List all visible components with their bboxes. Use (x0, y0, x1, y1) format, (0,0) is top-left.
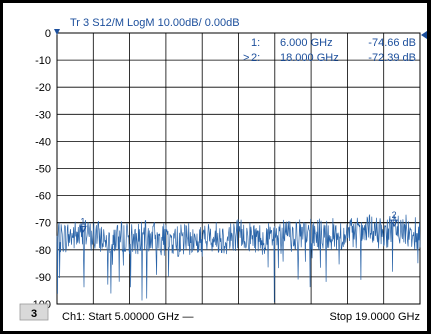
marker-frequency: 6.000 GHz (280, 37, 333, 49)
y-tick-label: -30 (35, 109, 51, 121)
y-tick-label: -70 (35, 218, 51, 230)
marker-id: 1: (251, 37, 260, 49)
marker-label: 1 (80, 216, 85, 226)
marker-active-indicator: > (243, 52, 249, 64)
marker-value: -72.39 dB (368, 52, 416, 64)
y-tick-label: -40 (35, 136, 51, 148)
marker-triangle-icon (79, 225, 87, 234)
stop-frequency: Stop 19.0000 GHz (329, 311, 420, 323)
marker-label: 2 (392, 210, 397, 220)
reference-arrow-icon (54, 29, 60, 35)
trace-line (56, 213, 421, 303)
y-tick-label: -20 (35, 82, 51, 94)
marker-frequency: 18.000 GHz (280, 52, 339, 64)
y-tick-label: 0 (45, 28, 51, 40)
marker-value: -74.66 dB (368, 37, 416, 49)
channel-number-box (19, 303, 49, 321)
channel-number: 3 (31, 308, 37, 320)
start-frequency: Ch1: Start 5.00000 GHz — (62, 311, 193, 323)
y-tick-label: -80 (35, 245, 51, 257)
trace-header: Tr 3 S12/M LogM 10.00dB/ 0.00dB (70, 17, 240, 29)
y-tick-label: -90 (35, 272, 51, 284)
marker-triangle-icon (390, 219, 398, 228)
y-tick-label: -10 (35, 55, 51, 67)
y-tick-label: -50 (35, 164, 51, 176)
marker-id: 2: (251, 52, 260, 64)
y-tick-label: -60 (35, 191, 51, 203)
reference-arrow-icon (421, 31, 427, 39)
